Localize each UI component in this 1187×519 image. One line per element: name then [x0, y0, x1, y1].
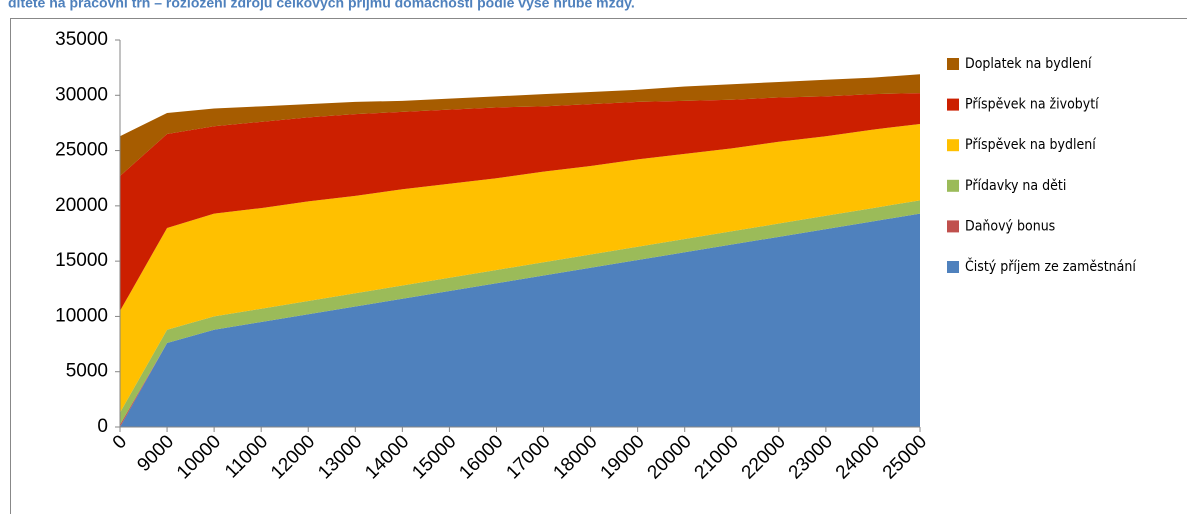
y-tick-label: 5000 — [66, 361, 108, 382]
legend-label: Příspěvek na bydlení — [965, 137, 1096, 153]
y-tick-label: 30000 — [55, 84, 108, 105]
x-tick-label: 0 — [109, 431, 131, 453]
x-tick-label: 23000 — [785, 431, 837, 483]
x-tick-label: 17000 — [502, 431, 554, 483]
x-tick-label: 19000 — [597, 431, 649, 483]
legend-swatch — [947, 139, 959, 151]
legend-swatch — [947, 261, 959, 273]
x-tick-label: 22000 — [738, 431, 790, 483]
x-tick-label: 12000 — [267, 431, 319, 483]
legend-label: Přídavky na děti — [965, 178, 1066, 194]
legend-label: Příspěvek na živobytí — [965, 97, 1099, 113]
x-tick-label: 18000 — [549, 431, 601, 483]
legend-label: Doplatek na bydlení — [965, 56, 1092, 72]
y-tick-label: 0 — [97, 416, 108, 437]
x-tick-label: 15000 — [408, 431, 460, 483]
legend-swatch — [947, 99, 959, 111]
y-tick-label: 35000 — [55, 29, 108, 50]
x-tick-label: 11000 — [221, 431, 272, 482]
legend-label: Daňový bonus — [965, 218, 1055, 234]
y-tick-label: 10000 — [55, 305, 108, 326]
y-tick-label: 15000 — [55, 250, 108, 271]
x-tick-label: 13000 — [314, 431, 366, 483]
legend-swatch — [947, 180, 959, 192]
x-tick-label: 21000 — [691, 431, 743, 483]
x-tick-label: 9000 — [133, 431, 178, 476]
legend-label: Čistý příjem ze zaměstnání — [965, 257, 1136, 275]
x-tick-label: 14000 — [361, 431, 413, 483]
x-tick-label: 16000 — [455, 431, 507, 483]
x-tick-label: 20000 — [644, 431, 696, 483]
chart-title: dítěte na pracovní trh – rozložení zdroj… — [8, 0, 635, 11]
y-tick-label: 25000 — [55, 140, 108, 161]
x-tick-label: 10000 — [173, 431, 225, 483]
y-tick-label: 20000 — [55, 195, 108, 216]
x-tick-label: 25000 — [879, 431, 931, 483]
legend-swatch — [947, 220, 959, 232]
x-tick-label: 24000 — [832, 431, 884, 483]
legend-swatch — [947, 58, 959, 70]
